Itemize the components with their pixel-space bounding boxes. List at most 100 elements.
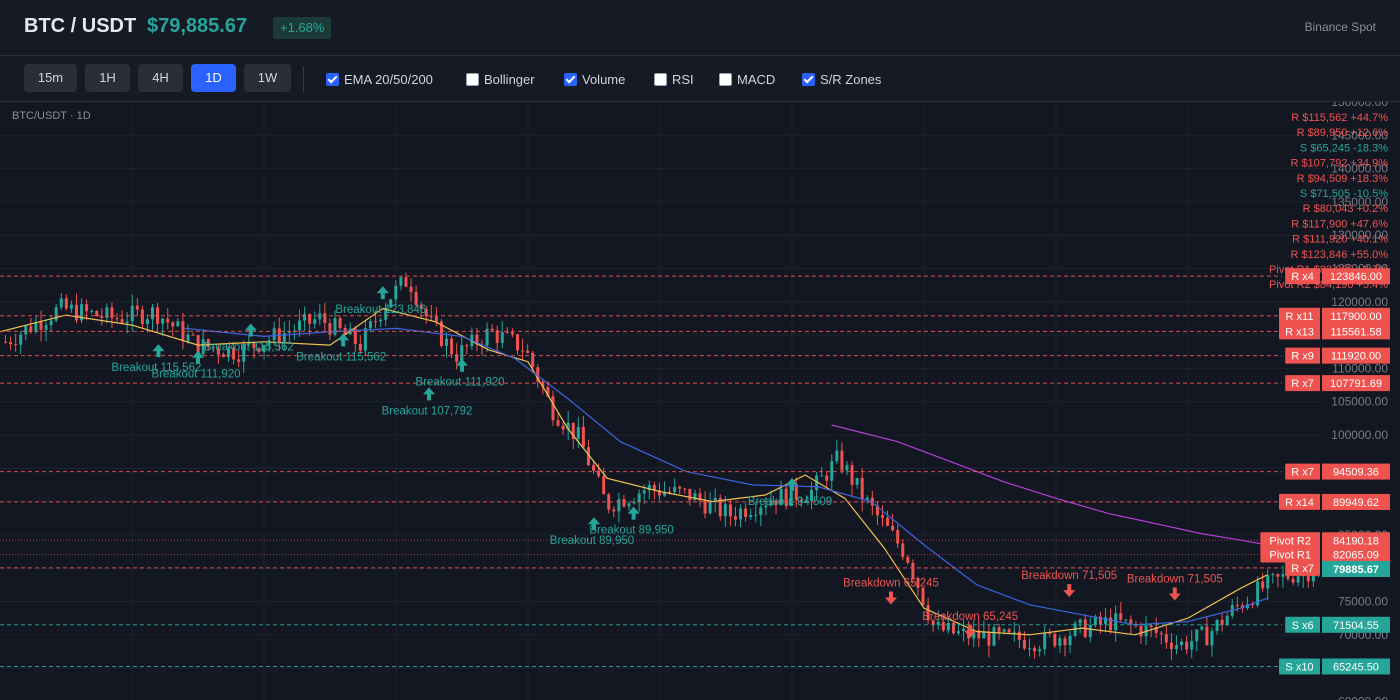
candle-body (592, 465, 596, 471)
level-tag-label: R x7 (1291, 378, 1314, 390)
candle-body (1276, 574, 1280, 577)
candle-body (267, 340, 271, 346)
level-price-label: 117900.00 (1330, 311, 1381, 323)
candle-body (678, 486, 682, 489)
candle-body (1240, 605, 1244, 609)
level-price-bg (1322, 375, 1390, 392)
candle-body (865, 497, 869, 500)
candle-body (19, 334, 23, 345)
price-chart[interactable]: 150000.00 145000.00 140000.00 135000.00 1300… (0, 102, 1400, 700)
candle-body (29, 326, 33, 332)
candle-body (794, 484, 798, 500)
candle-body (561, 425, 565, 430)
candle-body (946, 622, 950, 631)
breakout-signal-label: Breakout 111,920 (151, 369, 240, 381)
timeframe-4h-button[interactable]: 4H (138, 64, 183, 92)
candle-body (602, 476, 606, 495)
macd-toggle[interactable]: MACD (719, 70, 775, 88)
candle-body (201, 339, 205, 355)
candle-body (125, 321, 129, 323)
breakout-arrow-icon (456, 358, 468, 372)
candle-body (962, 628, 966, 632)
bollinger-toggle-label: Bollinger (484, 71, 535, 87)
candle-body (784, 488, 788, 506)
candle-body (353, 328, 357, 344)
candle-body (368, 321, 372, 329)
candle-body (845, 465, 849, 471)
candle-body (526, 350, 530, 353)
candle-body (1306, 571, 1310, 582)
candle-body (1159, 633, 1163, 635)
breakdown-arrow-icon (1168, 587, 1181, 601)
candle-body (875, 505, 879, 516)
candle-body (541, 381, 545, 388)
candle-body (916, 577, 920, 588)
candle-body (1048, 632, 1052, 634)
candle-body (972, 630, 976, 639)
sr-zones-toggle[interactable]: S/R Zones (802, 70, 881, 88)
volume-checkbox[interactable] (564, 72, 577, 86)
rsi-toggle[interactable]: RSI (654, 70, 694, 88)
candle-body (607, 494, 611, 510)
candle-body (840, 450, 844, 471)
candle-body (581, 426, 585, 448)
level-price-bg (1322, 493, 1390, 510)
level-price-label: 71504.55 (1333, 620, 1379, 632)
candle-body (764, 505, 768, 508)
candle-body (982, 632, 986, 639)
candle-body (926, 604, 930, 621)
candle-body (1185, 641, 1189, 650)
candle-body (69, 304, 73, 309)
toolbar-divider (303, 66, 304, 92)
candle-body (931, 620, 935, 626)
volume-toggle[interactable]: Volume (564, 70, 625, 88)
candle-body (586, 447, 590, 466)
level-tag-bg (1285, 559, 1320, 576)
bollinger-checkbox[interactable] (466, 72, 479, 86)
zone-list-entry: R $117,900 +47.6% (1291, 218, 1388, 230)
breakout-signal-label: Breakout 111,920 (415, 377, 504, 389)
candle-body (774, 500, 778, 506)
candle-body (1114, 613, 1118, 631)
candle-body (1174, 645, 1178, 650)
candle-body (80, 304, 84, 321)
timeframe-1w-button[interactable]: 1W (244, 64, 291, 92)
timeframe-1h-button[interactable]: 1H (85, 64, 130, 92)
candle-body (282, 332, 286, 343)
candle-body (1002, 629, 1006, 632)
candle-body (110, 307, 114, 319)
candle-body (936, 621, 940, 626)
level-tag-label: S x10 (1285, 661, 1313, 673)
macd-checkbox[interactable] (719, 72, 732, 86)
bollinger-toggle[interactable]: Bollinger (466, 70, 535, 88)
candle-body (799, 499, 803, 502)
timeframe-1d-button[interactable]: 1D (191, 64, 236, 92)
level-tag-label: R x13 (1285, 326, 1314, 338)
candle-body (941, 621, 945, 631)
candle-body (744, 508, 748, 518)
candle-body (698, 493, 702, 501)
candle-body (647, 484, 651, 491)
ema-toggle[interactable]: EMA 20/50/200 (326, 70, 433, 88)
level-price-label: 65245.50 (1333, 661, 1379, 673)
level-price-bg (1322, 463, 1390, 480)
candle-body (571, 422, 575, 439)
candle-body (1281, 574, 1285, 577)
candle-body (333, 317, 337, 335)
candle-body (987, 632, 991, 646)
candle-body (531, 352, 535, 368)
rsi-checkbox[interactable] (654, 72, 667, 86)
timeframe-15m-button[interactable]: 15m (24, 64, 77, 92)
candle-body (576, 426, 580, 439)
candle-body (510, 332, 514, 335)
breakout-arrow-icon (627, 506, 640, 520)
volume-toggle-label: Volume (582, 71, 626, 87)
ema-checkbox[interactable] (326, 72, 339, 86)
candle-body (911, 562, 915, 578)
candle-body (505, 332, 509, 334)
candle-body (825, 475, 829, 481)
zone-list-entry: R $80,043 +0.2% (1303, 203, 1389, 215)
chart-canvas[interactable]: 150000.00 145000.00 140000.00 135000.00 1300… (0, 102, 1400, 700)
breakout-signal-label: Breakout 107,792 (382, 405, 473, 417)
sr-zones-checkbox[interactable] (802, 72, 815, 86)
